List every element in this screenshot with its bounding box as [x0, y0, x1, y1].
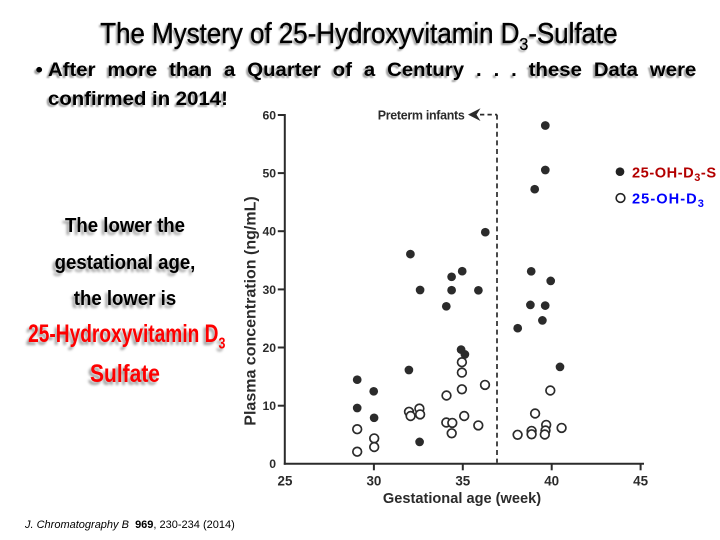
svg-text:60: 60: [262, 108, 276, 122]
svg-text:20: 20: [262, 341, 276, 355]
svg-text:25-OH-D3: 25-OH-D3: [632, 192, 705, 211]
svg-text:50: 50: [262, 167, 276, 181]
svg-text:40: 40: [262, 225, 276, 239]
svg-text:30: 30: [366, 474, 381, 489]
svg-text:0: 0: [269, 457, 276, 471]
svg-text:45: 45: [633, 474, 648, 489]
svg-text:40: 40: [544, 474, 559, 489]
svg-text:35: 35: [455, 474, 470, 489]
svg-text:25: 25: [278, 474, 293, 489]
svg-text:Plasma concentration (ng/mL): Plasma concentration (ng/mL): [243, 196, 260, 425]
svg-text:30: 30: [262, 283, 276, 297]
svg-text:10: 10: [262, 399, 276, 413]
svg-text:25-OH-D3-S: 25-OH-D3-S: [632, 165, 717, 184]
svg-text:Preterm infants: Preterm infants: [378, 109, 465, 123]
svg-text:Gestational age (week): Gestational age (week): [383, 491, 541, 507]
